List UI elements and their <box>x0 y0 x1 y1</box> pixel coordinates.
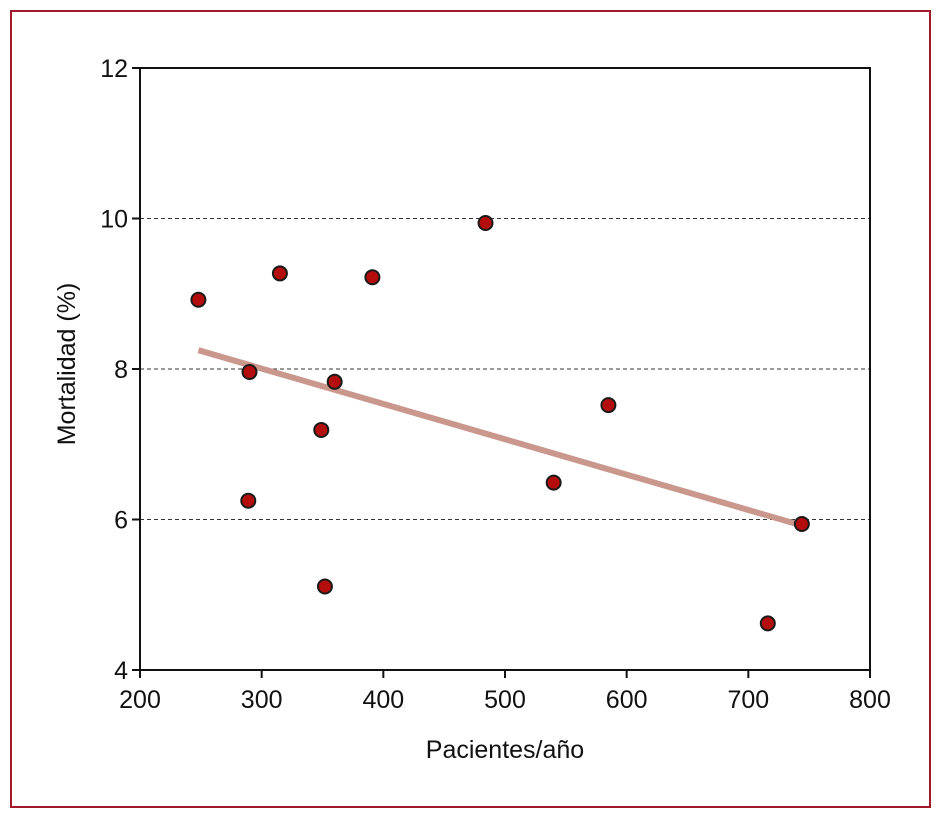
data-point-10 <box>545 474 562 491</box>
data-point-9 <box>316 578 333 595</box>
x-axis-ticks: 200 300 400 500 600 700 800 <box>119 670 891 714</box>
data-point-7 <box>313 421 330 438</box>
data-point-6 <box>326 373 343 390</box>
x-tick-label-800: 800 <box>849 686 891 714</box>
x-tick-label-700: 700 <box>727 686 769 714</box>
data-points <box>190 215 810 632</box>
data-point-12 <box>793 516 810 533</box>
y-axis-title: Mortalidad (%) <box>53 283 81 446</box>
figure-frame <box>10 10 931 808</box>
data-point-1 <box>190 291 207 308</box>
y-axis-ticks: 4 6 8 10 12 <box>100 55 140 685</box>
x-tick-label-300: 300 <box>241 686 283 714</box>
y-tick-label-12: 12 <box>100 55 128 83</box>
trendline-group <box>197 347 803 529</box>
data-point-11 <box>600 397 617 414</box>
x-tick-label-500: 500 <box>484 686 526 714</box>
x-tick-label-200: 200 <box>119 686 161 714</box>
data-point-13 <box>759 615 776 632</box>
data-point-3 <box>364 269 381 286</box>
y-tick-label-8: 8 <box>114 356 128 384</box>
y-tick-label-4: 4 <box>114 657 128 685</box>
data-point-5 <box>241 364 258 381</box>
data-point-4 <box>477 215 494 232</box>
x-tick-label-600: 600 <box>606 686 648 714</box>
x-axis-title: Pacientes/año <box>426 736 584 764</box>
data-point-2 <box>271 265 288 282</box>
y-tick-label-6: 6 <box>114 507 128 535</box>
y-tick-label-10: 10 <box>100 206 128 234</box>
trendline <box>197 347 803 529</box>
data-point-8 <box>240 492 257 509</box>
x-tick-label-400: 400 <box>362 686 404 714</box>
